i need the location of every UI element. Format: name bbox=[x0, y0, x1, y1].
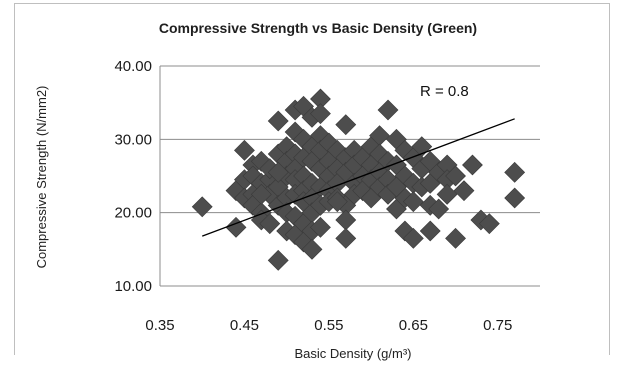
data-point bbox=[377, 99, 399, 121]
data-point bbox=[250, 183, 272, 205]
data-point bbox=[478, 213, 500, 235]
chart-title: Compressive Strength vs Basic Density (G… bbox=[159, 20, 477, 36]
x-tick-label: 0.65 bbox=[399, 317, 428, 334]
data-points bbox=[191, 88, 526, 271]
grid-lines bbox=[160, 65, 540, 287]
data-point bbox=[234, 139, 255, 161]
x-tick-label: 0.45 bbox=[230, 317, 259, 334]
data-point bbox=[259, 213, 281, 235]
x-tick-labels: 0.35 0.45 0.55 0.65 0.75 bbox=[145, 317, 512, 334]
y-tick-label: 40.00 bbox=[114, 58, 152, 75]
data-point bbox=[462, 154, 483, 176]
data-point bbox=[445, 227, 466, 249]
data-point bbox=[453, 180, 475, 202]
data-point bbox=[436, 183, 458, 205]
data-point bbox=[267, 249, 289, 271]
r-value-annotation: R = 0.8 bbox=[420, 83, 469, 100]
x-tick-label: 0.55 bbox=[314, 317, 343, 334]
y-tick-label: 30.00 bbox=[114, 131, 152, 148]
data-point bbox=[326, 191, 348, 213]
data-point bbox=[504, 187, 526, 209]
data-point bbox=[191, 196, 213, 218]
x-tick-label: 0.75 bbox=[483, 317, 512, 334]
y-tick-labels: 10.00 20.00 30.00 40.00 bbox=[114, 58, 152, 295]
y-tick-label: 10.00 bbox=[114, 278, 152, 295]
data-point bbox=[267, 161, 289, 183]
x-tick-label: 0.35 bbox=[145, 317, 174, 334]
trendline-line bbox=[201, 118, 515, 237]
data-point bbox=[445, 165, 466, 187]
data-point bbox=[504, 161, 526, 183]
data-point bbox=[402, 227, 424, 249]
data-point bbox=[310, 103, 331, 125]
y-axis-label: Compressive Strength (N/mm2) bbox=[34, 86, 49, 269]
data-point bbox=[428, 198, 450, 220]
data-point bbox=[310, 216, 331, 238]
data-point bbox=[301, 238, 323, 260]
data-point bbox=[386, 176, 407, 198]
y-tick-label: 20.00 bbox=[114, 205, 152, 222]
data-point bbox=[402, 191, 424, 213]
trendline bbox=[201, 118, 515, 237]
data-point bbox=[335, 114, 357, 136]
data-point bbox=[225, 216, 247, 238]
data-point bbox=[419, 220, 441, 242]
x-axis-label: Basic Density (g/m³) bbox=[294, 346, 411, 361]
data-point bbox=[267, 110, 289, 132]
data-point bbox=[335, 227, 357, 249]
